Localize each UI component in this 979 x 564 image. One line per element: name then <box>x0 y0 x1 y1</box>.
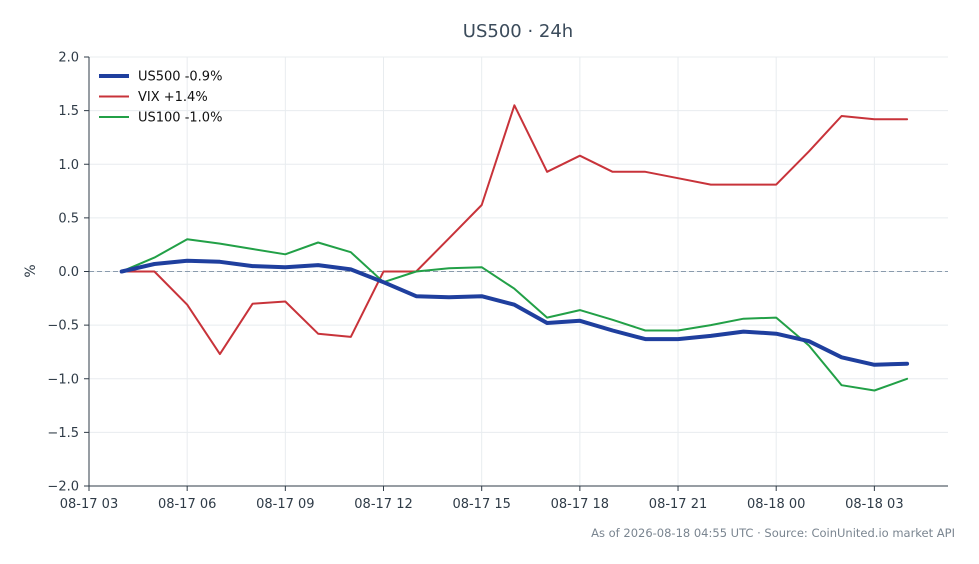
legend: US500 -0.9% VIX +1.4% US100 -1.0% <box>99 70 222 126</box>
x-tick-label: 08-18 03 <box>845 497 903 512</box>
y-tick-label: −1.0 <box>47 372 79 387</box>
series-line-us100 <box>120 238 909 392</box>
x-tick-label: 08-17 03 <box>60 497 118 512</box>
series-line-us500 <box>119 258 910 367</box>
chart-title: US500 · 24h <box>463 21 573 42</box>
x-tick-label: 08-17 18 <box>551 497 609 512</box>
source-note: As of 2026-08-18 04:55 UTC · Source: Coi… <box>591 526 955 540</box>
y-tick-label: 2.0 <box>58 51 79 66</box>
y-axis-ticks: −2.0 −1.5 −1.0 −0.5 0.0 0.5 1.0 1.5 2.0 <box>47 51 89 495</box>
x-tick-label: 08-17 15 <box>452 497 510 512</box>
x-axis-ticks: 08-17 03 08-17 06 08-17 09 08-17 12 08-17 15… <box>60 486 904 512</box>
x-tick-label: 08-18 00 <box>747 497 805 512</box>
y-axis-label: % <box>23 264 39 277</box>
y-tick-label: −2.0 <box>47 480 79 495</box>
series-line-vix <box>120 104 909 356</box>
legend-label-vix: VIX +1.4% <box>138 90 208 105</box>
y-tick-label: −1.5 <box>47 426 79 441</box>
y-tick-label: 0.0 <box>58 265 79 280</box>
series-lines <box>119 104 910 392</box>
x-tick-label: 08-17 12 <box>354 497 412 512</box>
legend-label-us100: US100 -1.0% <box>138 111 222 126</box>
y-tick-label: −0.5 <box>47 319 79 334</box>
y-tick-label: 1.5 <box>58 104 79 119</box>
x-tick-label: 08-17 06 <box>158 497 216 512</box>
legend-label-us500: US500 -0.9% <box>138 70 222 85</box>
x-tick-label: 08-17 09 <box>256 497 314 512</box>
y-tick-label: 0.5 <box>58 211 79 226</box>
x-tick-label: 08-17 21 <box>649 497 707 512</box>
y-tick-label: 1.0 <box>58 158 79 173</box>
